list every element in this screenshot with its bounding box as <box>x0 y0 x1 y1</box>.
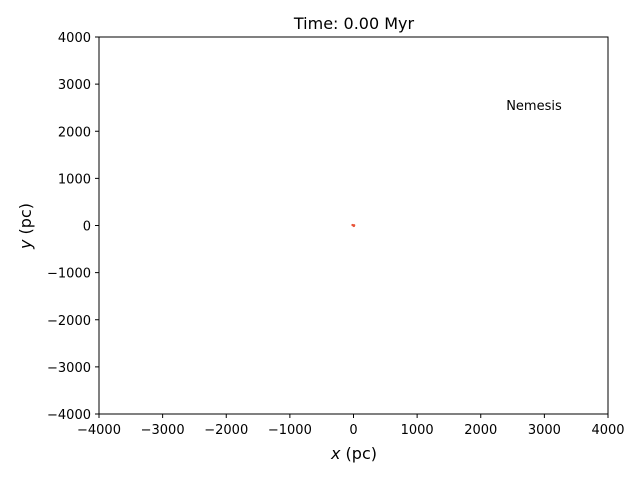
x-axis-ticks: −4000 −3000 −2000 −1000 0 1000 2000 3000 4000 <box>77 414 625 438</box>
x-axis-label: x (pc) <box>330 444 377 463</box>
data-point <box>352 224 356 227</box>
x-tick-label: 4000 <box>591 423 624 438</box>
x-axis-label-unit: (pc) <box>340 444 377 463</box>
y-axis-label-unit: (pc) <box>16 203 35 240</box>
x-tick-label: −2000 <box>204 423 248 438</box>
x-axis-label-var: x <box>330 444 341 463</box>
x-tick-label: −4000 <box>77 423 121 438</box>
y-tick-label: 1000 <box>58 172 91 187</box>
y-tick-label: −2000 <box>47 314 91 329</box>
x-tick-label: 3000 <box>528 423 561 438</box>
y-tick-label: −3000 <box>47 361 91 376</box>
x-tick-label: 0 <box>349 423 357 438</box>
y-tick-label: −4000 <box>47 408 91 423</box>
y-tick-label: 2000 <box>58 125 91 140</box>
y-tick-label: 4000 <box>58 31 91 46</box>
annotation-label: Nemesis <box>506 99 562 114</box>
y-axis-ticks: −4000 −3000 −2000 −1000 0 1000 2000 3000 4000 <box>47 31 99 423</box>
x-tick-label: −3000 <box>141 423 185 438</box>
y-tick-label: −1000 <box>47 267 91 282</box>
y-tick-label: 0 <box>83 220 91 235</box>
x-tick-label: 2000 <box>464 423 497 438</box>
y-axis-label: y (pc) <box>16 203 35 250</box>
y-tick-label: 3000 <box>58 78 91 93</box>
x-tick-label: −1000 <box>268 423 312 438</box>
chart-title: Time: 0.00 Myr <box>293 14 415 33</box>
x-tick-label: 1000 <box>401 423 434 438</box>
data-points <box>351 223 356 228</box>
annotations: Nemesis <box>506 99 562 114</box>
y-axis-label-var: y <box>16 239 35 250</box>
